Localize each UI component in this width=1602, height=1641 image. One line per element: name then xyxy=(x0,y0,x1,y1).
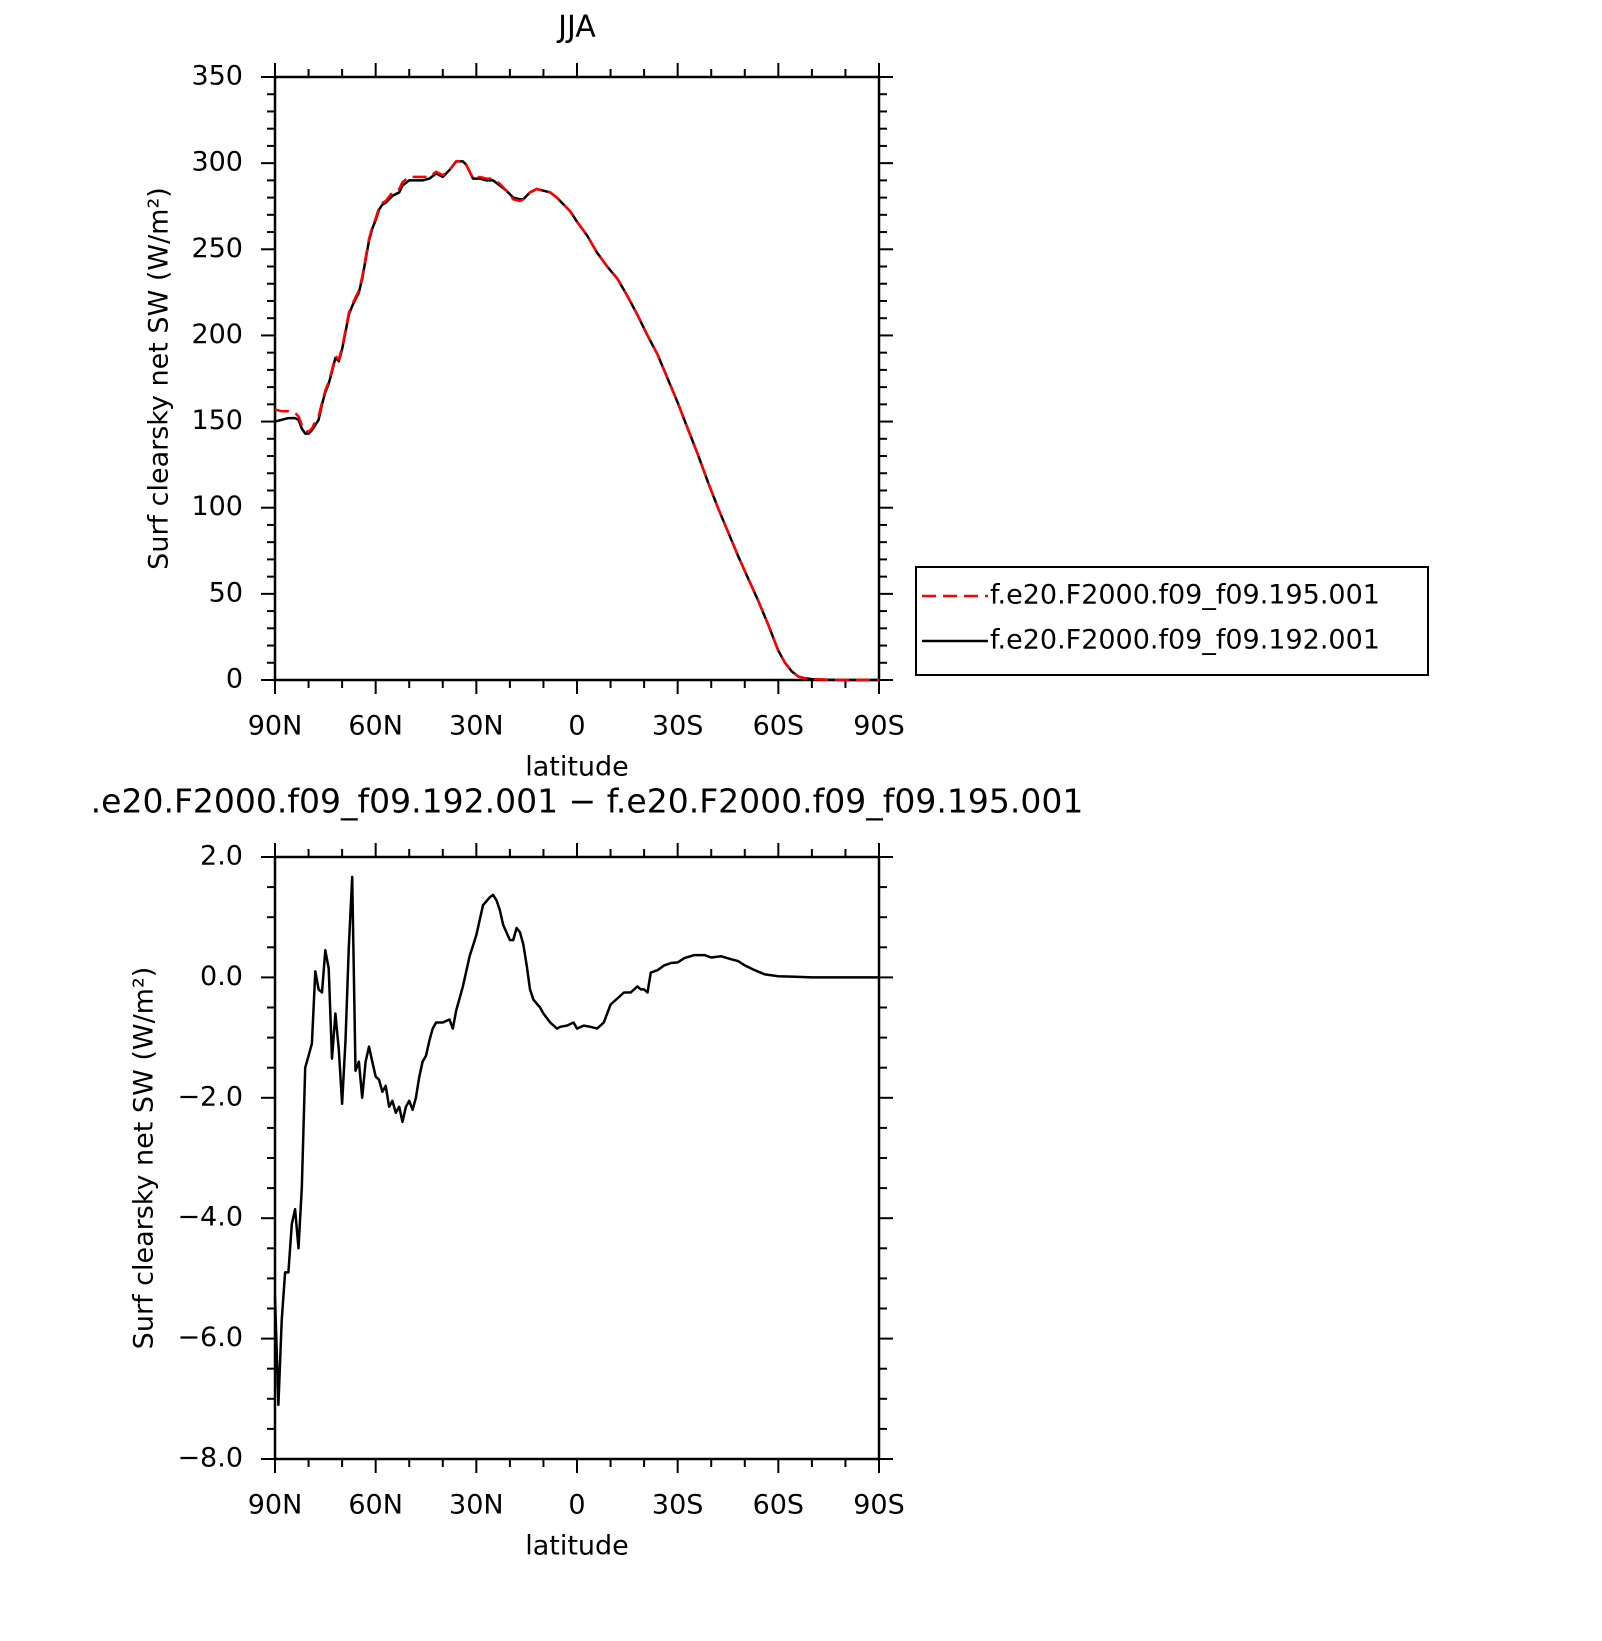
x-axis-label: latitude xyxy=(525,752,629,783)
y-tick-label: −4.0 xyxy=(177,1202,243,1233)
y-tick-label: 150 xyxy=(191,405,243,436)
y-axis-label: Surf clearsky net SW (W/m²) xyxy=(129,967,160,1350)
y-tick-label: 2.0 xyxy=(200,841,243,872)
x-tick-label: 60S xyxy=(753,711,805,742)
data-line xyxy=(274,160,879,682)
x-tick-label: 30N xyxy=(449,1490,504,1521)
x-tick-label: 90S xyxy=(853,711,905,742)
x-tick-label: 30S xyxy=(652,711,704,742)
x-tick-label: 60N xyxy=(348,711,403,742)
y-tick-label: −2.0 xyxy=(177,1081,243,1112)
y-tick-label: 250 xyxy=(191,233,243,264)
plot-frame xyxy=(273,75,881,682)
y-tick-label: 200 xyxy=(191,319,243,350)
x-tick-label: 0 xyxy=(568,711,585,742)
data-line xyxy=(273,875,879,1407)
y-axis-label: Surf clearsky net SW (W/m²) xyxy=(144,187,175,570)
legend-label: f.e20.F2000.f09_f09.192.001 xyxy=(990,625,1380,656)
x-axis-label: latitude xyxy=(525,1531,629,1562)
chart-title: .e20.F2000.f09_f09.192.001 − f.e20.F2000… xyxy=(91,782,1084,821)
y-tick-label: 100 xyxy=(191,491,243,522)
plot-frame xyxy=(273,855,881,1461)
x-tick-label: 90S xyxy=(853,1490,905,1521)
x-tick-label: 60N xyxy=(348,1490,403,1521)
legend-label: f.e20.F2000.f09_f09.195.001 xyxy=(990,580,1380,611)
legend-box xyxy=(915,566,1429,676)
chart-title: JJA xyxy=(556,10,596,45)
x-tick-label: 30N xyxy=(449,711,504,742)
y-tick-label: 0.0 xyxy=(200,961,243,992)
y-tick-label: 300 xyxy=(191,147,243,178)
data-line xyxy=(274,160,879,682)
x-tick-label: 60S xyxy=(753,1490,805,1521)
y-tick-label: 0 xyxy=(226,664,243,695)
y-tick-label: −6.0 xyxy=(177,1322,243,1353)
x-tick-label: 0 xyxy=(568,1490,585,1521)
x-tick-label: 90N xyxy=(248,711,303,742)
y-tick-label: −8.0 xyxy=(177,1443,243,1474)
y-tick-label: 50 xyxy=(209,577,243,608)
x-tick-label: 30S xyxy=(652,1490,704,1521)
y-tick-label: 350 xyxy=(191,61,243,92)
x-tick-label: 90N xyxy=(248,1490,303,1521)
